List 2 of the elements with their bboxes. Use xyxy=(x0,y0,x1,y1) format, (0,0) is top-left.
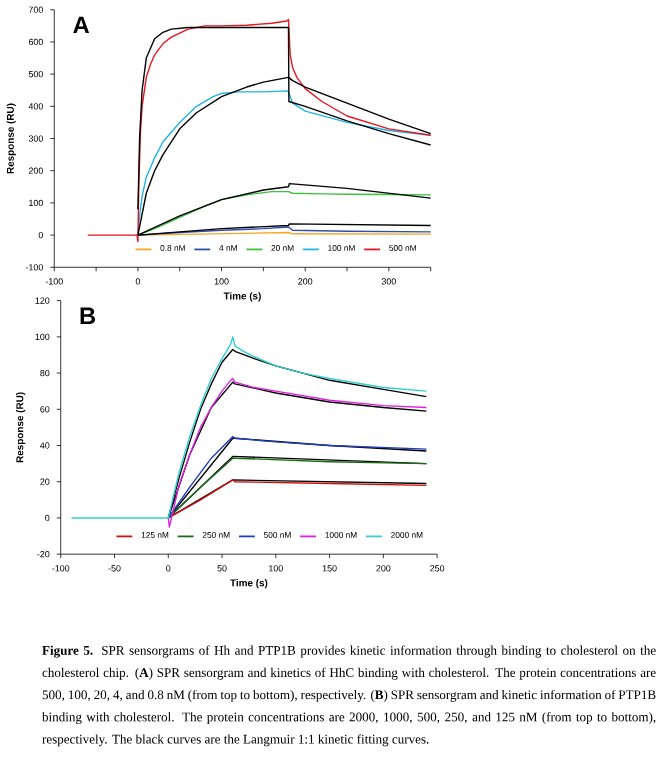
chart-title: B xyxy=(80,307,96,324)
chart-title: A xyxy=(73,16,90,34)
